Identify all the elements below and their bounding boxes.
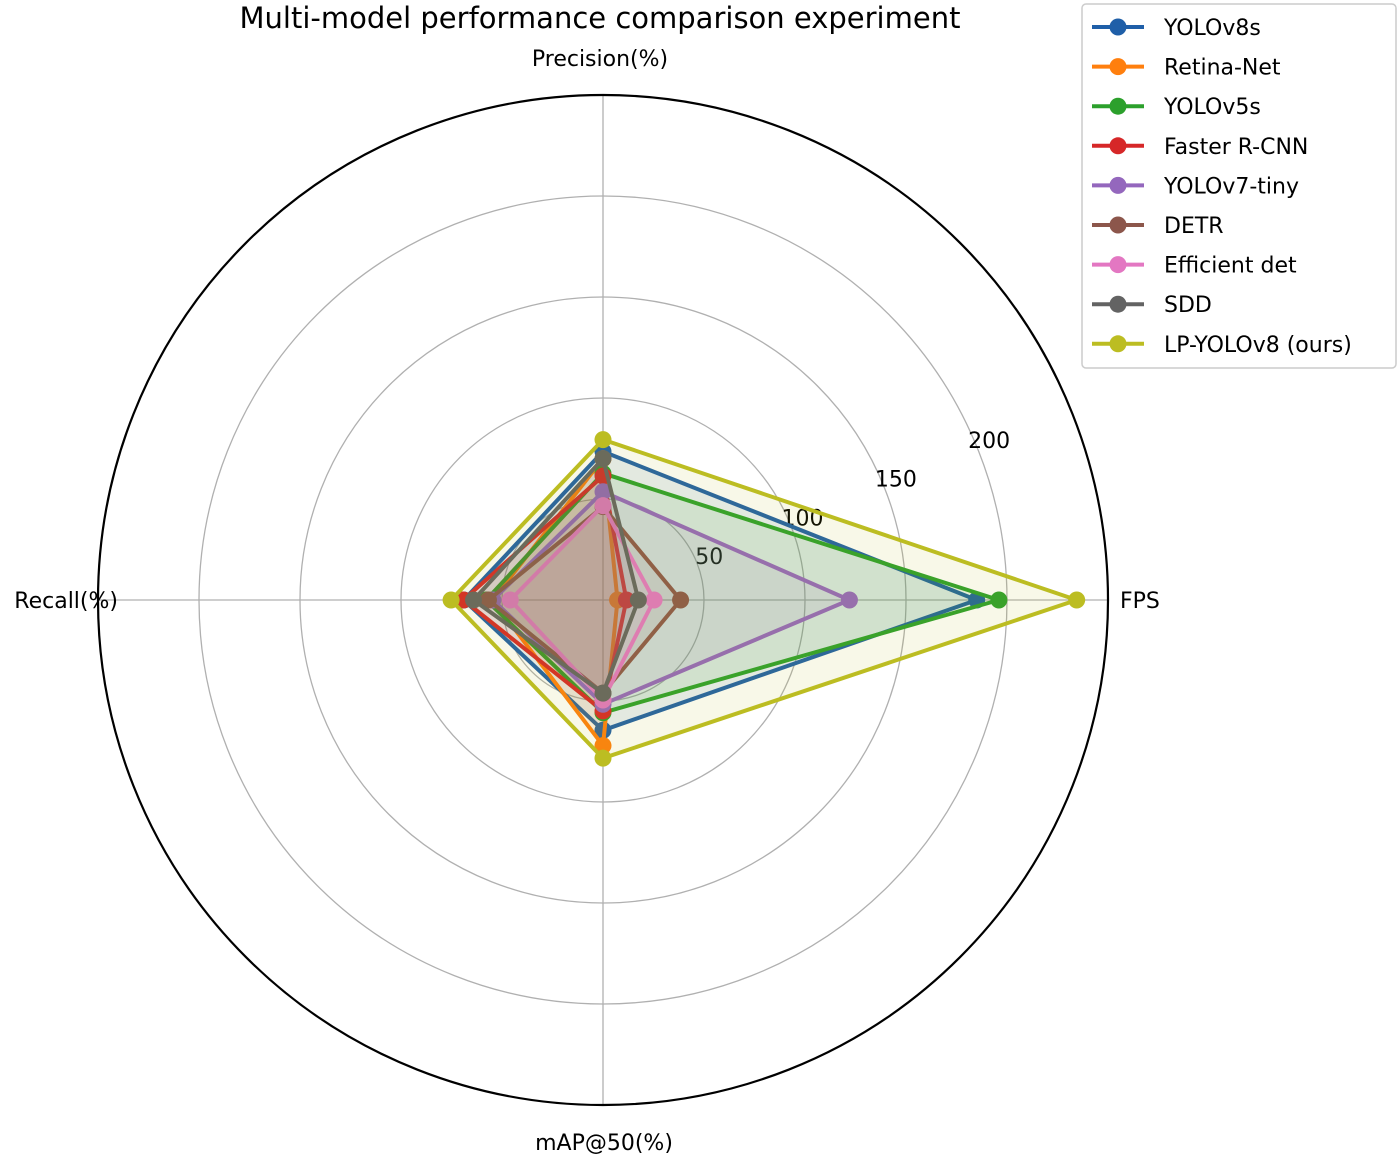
legend-entry: Efficient det: [1092, 254, 1297, 279]
legend-entry: DETR: [1092, 214, 1224, 239]
tick-label: 50: [695, 545, 723, 570]
series-area: [473, 458, 639, 694]
tick-label: 150: [875, 468, 917, 493]
legend-label: YOLOv8s: [1163, 16, 1261, 41]
legend-marker: [1109, 137, 1127, 155]
legend-marker: [1109, 335, 1127, 353]
series-group: [442, 431, 1086, 767]
legend-label: DETR: [1164, 214, 1224, 239]
legend-label: YOLOv5s: [1163, 95, 1261, 120]
axis-label-fps: FPS: [1120, 589, 1160, 614]
legend-entry: YOLOv7-tiny: [1092, 174, 1299, 199]
data-point: [501, 591, 519, 609]
axis-labels: Precision(%) FPS mAP@50(%) Recall(%): [14, 47, 1160, 1156]
legend-label: SDD: [1164, 293, 1212, 318]
legend-entry: SDD: [1092, 293, 1212, 318]
data-point: [594, 450, 612, 468]
data-point: [465, 591, 483, 609]
legend-label: Efficient det: [1164, 254, 1297, 279]
data-point: [629, 591, 647, 609]
data-point: [617, 591, 635, 609]
data-point: [645, 591, 663, 609]
legend-marker: [1109, 216, 1127, 234]
legend-marker: [1109, 58, 1127, 76]
series-area: [463, 476, 627, 711]
legend: YOLOv8s Retina-Net YOLOv5s Faster R-CNN YOLO…: [1081, 3, 1397, 369]
legend-label: LP-YOLOv8 (ours): [1164, 333, 1352, 358]
legend-label: Retina-Net: [1164, 56, 1281, 81]
legend-label: Faster R-CNN: [1164, 135, 1308, 160]
series-area: [492, 491, 850, 705]
chart-title: Multi-model performance comparison exper…: [240, 1, 961, 35]
legend-entry: Retina-Net: [1092, 56, 1281, 81]
series-area: [492, 458, 618, 746]
legend-marker: [1109, 176, 1127, 194]
axis-label-map50: mAP@50(%): [535, 1131, 673, 1156]
legend-entry: YOLOv5s: [1092, 95, 1261, 120]
data-point: [840, 591, 858, 609]
series-layer: [442, 431, 1086, 767]
data-point: [990, 591, 1008, 609]
data-point: [594, 749, 612, 767]
axis-label-precision: Precision(%): [532, 47, 668, 72]
legend-label: YOLOv7-tiny: [1163, 174, 1299, 199]
data-point: [594, 483, 612, 501]
outer-frame: [96, 93, 1110, 1107]
series-area: [463, 451, 977, 731]
legend-entry: YOLOv8s: [1092, 16, 1261, 41]
series-group: [465, 450, 647, 702]
legend-marker: [1109, 256, 1127, 274]
legend-entry: LP-YOLOv8 (ours): [1092, 333, 1352, 358]
data-point: [479, 591, 497, 609]
data-point: [442, 591, 460, 609]
legend-marker: [1109, 295, 1127, 313]
series-area: [451, 439, 1077, 759]
data-point: [594, 497, 612, 515]
legend-entry: Faster R-CNN: [1092, 135, 1308, 160]
legend-marker: [1109, 18, 1127, 36]
axis-label-recall: Recall(%): [14, 589, 118, 614]
data-point: [1068, 591, 1086, 609]
data-point: [594, 431, 612, 449]
data-point: [594, 684, 612, 702]
data-point: [594, 737, 612, 755]
data-point: [672, 591, 690, 609]
legend-box: [1081, 3, 1397, 369]
legend-marker: [1109, 97, 1127, 115]
tick-label: 200: [968, 429, 1010, 454]
